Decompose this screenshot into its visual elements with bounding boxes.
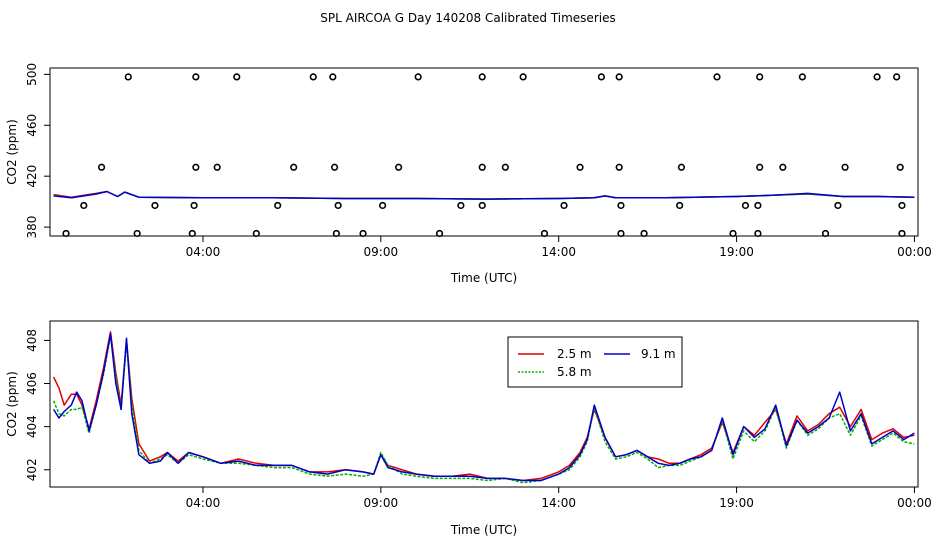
top-outlier-point	[898, 201, 906, 210]
bottom-x-tick-label: 14:00	[541, 496, 576, 510]
top-outlier-point	[896, 163, 904, 171]
top-outlier-point	[640, 229, 648, 238]
legend-label-9-1m: 9.1 m	[641, 347, 676, 361]
top-outlier-point	[576, 163, 584, 171]
top-outlier-point	[188, 229, 196, 238]
top-outlier-point	[379, 201, 387, 210]
bottom-plot-frame	[49, 320, 919, 488]
top-outlier-point	[414, 73, 422, 81]
top-outlier-point	[290, 163, 298, 171]
top-outlier-point	[133, 229, 141, 238]
chart-title: SPL AIRCOA G Day 140208 Calibrated Times…	[320, 11, 615, 25]
top-x-tick-label: 09:00	[364, 245, 399, 259]
top-outlier-point	[309, 73, 317, 81]
top-y-tick-label: 460	[25, 114, 39, 137]
top-outlier-point	[779, 163, 787, 171]
top-outlier-point	[435, 229, 444, 238]
top-outlier-point	[62, 229, 70, 238]
top-outlier-point	[821, 229, 830, 238]
top-outlier-point	[873, 73, 881, 81]
bottom-series-9-1-mline	[52, 333, 915, 482]
top-outlier-point	[457, 201, 465, 210]
top-outlier-point	[192, 163, 200, 171]
top-outlier-point	[597, 73, 605, 81]
top-outlier-point	[330, 163, 339, 171]
top-outlier-point	[741, 201, 750, 210]
top-outlier-point	[252, 229, 260, 238]
top-outlier-point	[754, 201, 762, 210]
top-outlier-point	[615, 163, 623, 171]
top-outlier-point	[756, 163, 764, 171]
legend: 2.5 m 5.8 m 9.1 m	[507, 336, 683, 388]
top-outlier-point	[274, 201, 282, 210]
top-plot-frame	[49, 67, 919, 237]
top-panel: 04:00 09:00 14:00 19:00 00:00 380 420 460 500 Ti…	[5, 63, 932, 285]
top-x-tick-label: 04:00	[186, 245, 221, 259]
top-outlier-point	[151, 201, 159, 210]
top-outlier-point	[395, 163, 403, 171]
top-outlier-point	[97, 163, 106, 171]
top-x-tick-label: 14:00	[541, 245, 576, 259]
bottom-x-tick-label: 19:00	[719, 496, 754, 510]
top-y-tick-label: 420	[25, 165, 39, 188]
top-outlier-point	[713, 73, 721, 81]
top-outlier-point	[841, 163, 849, 171]
top-outlier-point	[898, 229, 906, 238]
top-outlier-point	[192, 73, 200, 81]
bottom-panel: 04:00 09:00 14:00 19:00 00:00 402 404 406 408 Ti…	[5, 320, 932, 537]
top-x-axis-label: Time (UTC)	[450, 271, 517, 285]
legend-label-5-8m: 5.8 m	[557, 365, 592, 379]
bottom-y-axis-label: CO2 (ppm)	[5, 371, 19, 437]
top-outlier-point	[80, 201, 88, 210]
top-y-axis-label: CO2 (ppm)	[5, 119, 19, 185]
legend-label-2-5m: 2.5 m	[557, 347, 592, 361]
top-outlier-point	[834, 201, 842, 210]
top-outlier-point	[190, 201, 198, 210]
top-outlier-point	[233, 73, 241, 81]
top-outlier-point	[213, 163, 221, 171]
top-outlier-point	[617, 229, 625, 238]
top-outlier-point	[893, 73, 901, 81]
bottom-y-tick-label: 402	[25, 458, 39, 481]
top-outlier-point	[478, 163, 486, 171]
top-outlier-point	[677, 163, 686, 171]
top-x-tick-label: 19:00	[719, 245, 754, 259]
bottom-y-tick-label: 408	[25, 329, 39, 352]
top-outlier-point	[729, 229, 737, 238]
bottom-y-tick-label: 404	[25, 415, 39, 438]
top-outlier-point	[798, 73, 806, 81]
top-series-9-1-mline	[53, 190, 915, 200]
top-outlier-point	[478, 201, 486, 210]
top-outlier-point	[332, 229, 340, 238]
bottom-x-tick-label: 04:00	[186, 496, 221, 510]
bottom-x-tick-label: 09:00	[364, 496, 399, 510]
top-outlier-point	[124, 73, 132, 81]
bottom-y-tick-label: 406	[25, 372, 39, 395]
top-outlier-point	[540, 229, 549, 238]
top-outlier-point	[478, 73, 486, 81]
top-outlier-point	[359, 229, 367, 238]
top-outlier-point	[754, 229, 762, 238]
legend-box	[507, 336, 683, 388]
top-outlier-point	[560, 201, 568, 210]
bottom-series-5-8-mline	[52, 335, 915, 484]
top-y-tick-label: 380	[25, 216, 39, 239]
top-outlier-point	[676, 201, 684, 210]
top-outlier-point	[617, 201, 625, 210]
top-y-tick-label: 500	[25, 63, 39, 86]
top-outlier-point	[519, 73, 527, 81]
top-outlier-point	[334, 201, 342, 210]
top-outlier-point	[501, 163, 509, 171]
bottom-x-axis-label: Time (UTC)	[450, 523, 517, 537]
top-outlier-point	[756, 73, 764, 81]
top-outlier-point	[329, 73, 337, 81]
top-outlier-point	[615, 73, 623, 81]
bottom-x-tick-label: 00:00	[897, 496, 932, 510]
top-x-tick-label: 00:00	[897, 245, 932, 259]
